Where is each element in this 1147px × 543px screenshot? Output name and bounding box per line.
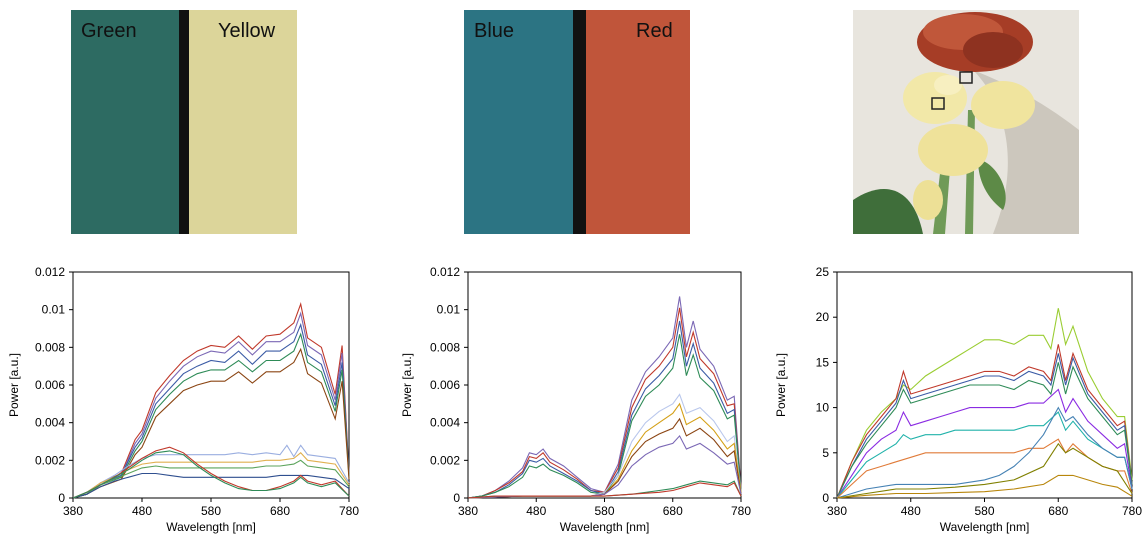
roi-box <box>959 71 973 84</box>
x-tick-label: 480 <box>901 504 921 518</box>
y-tick-label: 0.002 <box>35 453 65 467</box>
y-tick-label: 0.006 <box>35 378 65 392</box>
plot-frame <box>467 271 742 499</box>
series-line-9 <box>836 442 1133 499</box>
y-axis-label: Power [a.u.] <box>774 353 788 417</box>
series-line-8 <box>72 459 350 499</box>
x-tick-label: 580 <box>201 504 221 518</box>
black-divider <box>573 10 586 234</box>
x-tick-label: 680 <box>1048 504 1068 518</box>
spectrum-chart-blue-red: 380 480 580 680 780 0 0.002 0.004 0.006 0.008 0.01… <box>400 265 751 534</box>
x-tick-label: 580 <box>974 504 994 518</box>
y-tick-label: 20 <box>816 310 830 324</box>
series-line-5 <box>467 393 742 499</box>
series-line-8 <box>467 434 742 499</box>
photo-green-yellow: Green Yellow <box>71 10 297 234</box>
red-label: Red <box>636 20 673 42</box>
y-tick-label: 5 <box>822 446 829 460</box>
series-line-2 <box>72 311 350 499</box>
y-axis-label: Power [a.u.] <box>7 353 21 417</box>
y-tick-label: 0.004 <box>35 416 65 430</box>
series-line-10 <box>836 474 1133 499</box>
series-line-10 <box>467 482 742 499</box>
series-line-3 <box>836 353 1133 499</box>
series-line-5 <box>72 347 350 499</box>
y-tick-label: 0.008 <box>430 340 460 354</box>
black-divider <box>179 10 189 234</box>
series-line-11 <box>72 450 350 499</box>
y-tick-label: 0 <box>58 491 65 505</box>
series-line-9 <box>72 472 350 499</box>
blue-swatch <box>464 10 573 234</box>
y-tick-label: 0.004 <box>430 416 460 430</box>
red-swatch <box>586 10 690 234</box>
x-axis-label: Wavelength [nm] <box>560 520 650 534</box>
series-line-2 <box>836 344 1133 499</box>
y-tick-label: 25 <box>816 265 830 279</box>
x-axis-label: Wavelength [nm] <box>166 520 256 534</box>
y-axis-label: Power [a.u.] <box>400 353 414 417</box>
series-line-5 <box>836 388 1133 499</box>
series-line-8 <box>836 406 1133 499</box>
y-tick-label: 0.01 <box>42 303 66 317</box>
yellow-swatch <box>189 10 297 234</box>
series-line-4 <box>467 334 742 499</box>
y-tick-label: 0.012 <box>35 265 65 279</box>
x-tick-label: 380 <box>63 504 83 518</box>
yellow-label: Yellow <box>218 20 276 42</box>
series-line-2 <box>467 307 742 499</box>
series-line-6 <box>72 444 350 499</box>
series-line-3 <box>72 322 350 499</box>
series-line-3 <box>467 320 742 499</box>
green-label: Green <box>81 20 137 42</box>
series-line-1 <box>467 296 742 499</box>
x-axis-label: Wavelength [nm] <box>940 520 1030 534</box>
x-tick-label: 580 <box>594 504 614 518</box>
y-tick-label: 0 <box>453 491 460 505</box>
x-tick-label: 380 <box>827 504 847 518</box>
series-line-4 <box>836 362 1133 499</box>
plot-frame <box>72 271 350 499</box>
x-tick-label: 780 <box>339 504 359 518</box>
y-tick-label: 10 <box>816 401 830 415</box>
x-tick-label: 780 <box>731 504 751 518</box>
x-tick-label: 380 <box>458 504 478 518</box>
series-line-4 <box>72 332 350 499</box>
y-tick-label: 0.01 <box>437 303 461 317</box>
y-tick-label: 15 <box>816 355 830 369</box>
y-tick-label: 0.008 <box>35 340 65 354</box>
green-swatch <box>71 10 179 234</box>
photo-blue-red: Blue Red <box>464 10 690 234</box>
blue-label: Blue <box>474 20 515 42</box>
series-line-1 <box>72 301 350 499</box>
x-tick-label: 480 <box>132 504 152 518</box>
y-tick-label: 0.012 <box>430 265 460 279</box>
series-line-10 <box>72 446 350 499</box>
spectrum-chart-flowers: 380 480 580 680 780 0 5 10 15 20 25 Wavelength [nm]… <box>774 265 1142 534</box>
x-tick-label: 680 <box>270 504 290 518</box>
series-line-6 <box>836 411 1133 499</box>
y-tick-label: 0.002 <box>430 453 460 467</box>
roi-box <box>931 97 945 110</box>
y-tick-label: 0.006 <box>430 378 460 392</box>
spectrum-chart-green-yellow: 380 480 580 680 780 0 0.002 0.004 0.006 0.008 0.01… <box>7 265 359 534</box>
x-tick-label: 680 <box>663 504 683 518</box>
y-tick-label: 0 <box>822 491 829 505</box>
x-tick-label: 480 <box>526 504 546 518</box>
flowers-image <box>853 10 1079 234</box>
photo-flowers <box>853 10 1079 234</box>
x-tick-label: 780 <box>1122 504 1142 518</box>
